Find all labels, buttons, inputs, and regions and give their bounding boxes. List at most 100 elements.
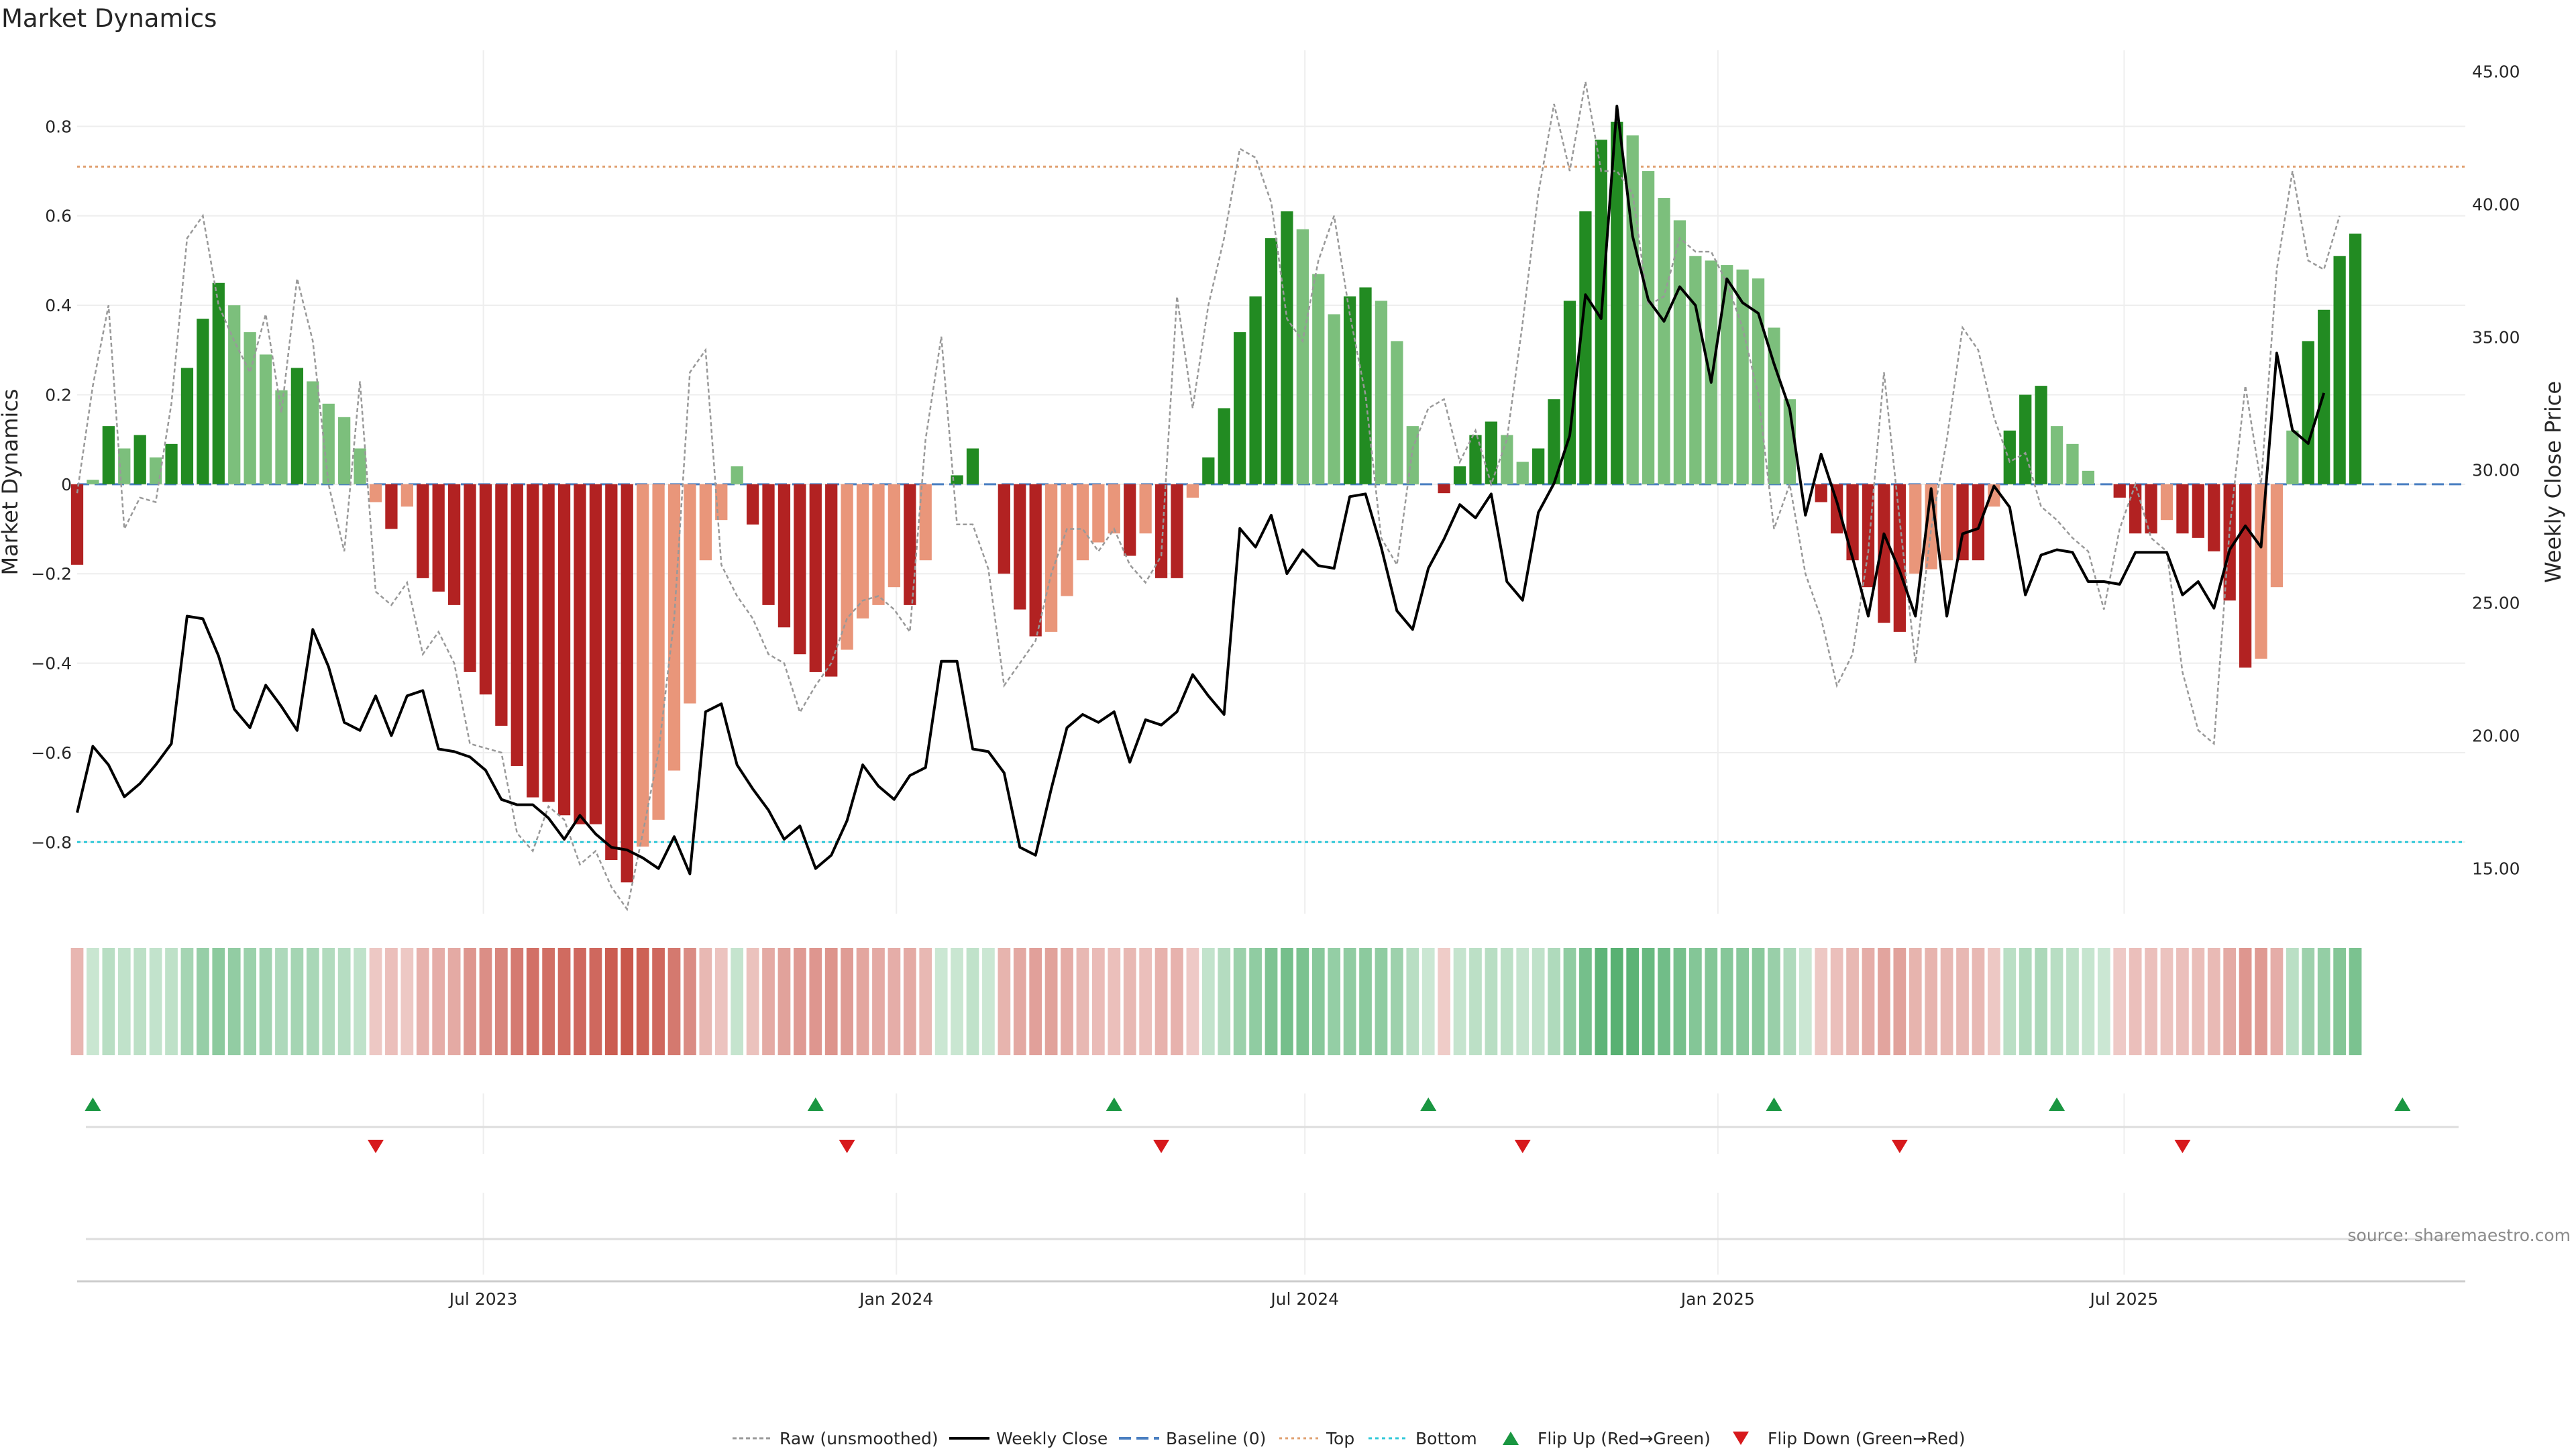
regime-cell [2050, 948, 2063, 1055]
bar [1092, 484, 1105, 543]
bar [87, 480, 99, 484]
legend-flip-up-swatch [1503, 1432, 1519, 1445]
bar [1359, 287, 1372, 484]
regime-cell [998, 948, 1011, 1055]
bar [2066, 443, 2079, 484]
bar [1343, 296, 1356, 484]
regime-cell [1720, 948, 1733, 1055]
axes: −0.8 −0.6 −0.4 −0.2 0 0.2 0.4 0.6 0.8 15.00 20.00 2… [31, 62, 2520, 879]
regime-cell [102, 948, 115, 1055]
regime-cell [464, 948, 476, 1055]
regime-cell [1265, 948, 1278, 1055]
regime-cell [903, 948, 916, 1055]
regime-cell [1610, 948, 1623, 1055]
regime-cell [1343, 948, 1356, 1055]
bar [1689, 256, 1702, 484]
bar [275, 390, 288, 484]
regime-cell [290, 948, 304, 1055]
regime-cell [2035, 948, 2047, 1055]
regime-cell [180, 948, 194, 1055]
grid-lines [77, 50, 2465, 1275]
bar [495, 484, 508, 726]
bar [1516, 462, 1529, 484]
y-tick-label: 0 [61, 475, 72, 494]
flip-down-marker [1153, 1140, 1170, 1153]
regime-cell [1406, 948, 1419, 1055]
y2-tick-label: 35.00 [2472, 328, 2520, 347]
regime-cell [1186, 948, 1199, 1055]
bar [1485, 421, 1498, 484]
regime-cell [699, 948, 712, 1055]
bar [1202, 457, 1215, 484]
bar [1328, 314, 1340, 484]
y-tick-label: 0.8 [45, 117, 72, 136]
bar [197, 319, 209, 484]
bar [70, 484, 84, 565]
regime-cell [1296, 948, 1309, 1055]
regime-cell [1579, 948, 1592, 1055]
regime-cell [2239, 948, 2252, 1055]
regime-cell [1328, 948, 1341, 1055]
bar [1438, 484, 1450, 494]
regime-cell [621, 948, 634, 1055]
bar [527, 484, 539, 798]
bar [1249, 296, 1262, 484]
flip-up-marker [85, 1097, 101, 1111]
bar [464, 484, 476, 672]
bar [1548, 399, 1560, 484]
bar [2270, 484, 2284, 588]
line-series [76, 81, 2341, 912]
bar [2035, 386, 2047, 484]
flip-up-marker [807, 1097, 824, 1111]
flip-up-marker [2394, 1097, 2411, 1111]
bar [542, 484, 555, 802]
flip-down-marker [368, 1140, 384, 1153]
bar [1014, 484, 1026, 610]
bar [777, 484, 791, 628]
regime-cell [1532, 948, 1545, 1055]
regime-cell [479, 948, 492, 1055]
bar [2050, 426, 2063, 484]
regime-cell [1108, 948, 1121, 1055]
y-tick-label: 0.4 [45, 296, 72, 315]
regime-cell [731, 948, 744, 1055]
y-tick-label: −0.4 [31, 654, 72, 674]
regime-cell [1862, 948, 1875, 1055]
flip-markers [85, 1097, 2459, 1240]
regime-cell [2270, 948, 2284, 1055]
regime-cell [2003, 948, 2017, 1055]
regime-cell [872, 948, 885, 1055]
regime-cell [2160, 948, 2174, 1055]
regime-cell [354, 948, 366, 1055]
bar [479, 484, 492, 695]
regime-cell [1956, 948, 1969, 1055]
bar [841, 484, 853, 650]
bar [574, 484, 586, 824]
regime-cell [746, 948, 759, 1055]
bar [731, 466, 743, 484]
regime-cell [1359, 948, 1372, 1055]
bar [762, 484, 775, 605]
bar [1815, 484, 1827, 502]
bar [2239, 484, 2252, 668]
regime-cell [1421, 948, 1435, 1055]
bar [825, 484, 838, 677]
bar [1611, 121, 1623, 484]
regime-cell [2349, 948, 2362, 1055]
regime-cell [1925, 948, 1938, 1055]
bar [1044, 484, 1058, 632]
regime-cell [526, 948, 539, 1055]
regime-cell [337, 948, 351, 1055]
regime-cell [762, 948, 775, 1055]
regime-cell [2317, 948, 2330, 1055]
bar [2286, 430, 2299, 484]
flip-up-marker [2049, 1097, 2065, 1111]
regime-cell [1736, 948, 1749, 1055]
bar [133, 435, 146, 484]
regime-cell [1626, 948, 1640, 1055]
flip-down-marker [2174, 1140, 2191, 1153]
bar [1171, 484, 1183, 578]
y2-tick-label: 25.00 [2472, 594, 2520, 613]
regime-cell [966, 948, 979, 1055]
x-tick-label: Jan 2024 [858, 1289, 933, 1309]
